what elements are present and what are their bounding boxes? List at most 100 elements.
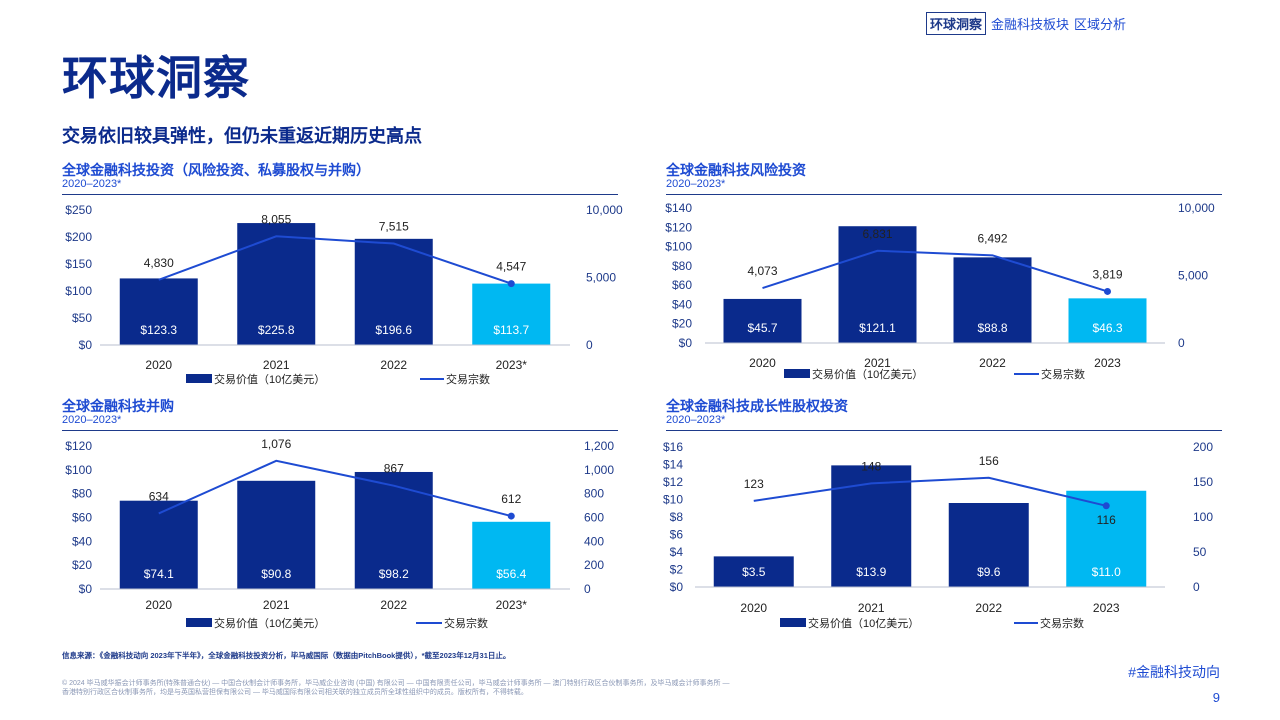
legend-bar-label: 交易价值（10亿美元） (812, 367, 923, 381)
chart-1-subtitle: 2020–2023* (62, 178, 122, 190)
left-tick-label: $200 (65, 230, 92, 244)
legend-bar-label: 交易价值（10亿美元） (214, 616, 325, 630)
deal-count-line (158, 459, 512, 518)
right-tick-label: 5,000 (586, 271, 616, 285)
left-tick-label: $50 (72, 311, 92, 325)
right-tick-label: 10,000 (586, 203, 623, 217)
right-tick-label: 100 (1193, 510, 1213, 524)
left-tick-label: $20 (72, 558, 92, 572)
category-label: 2021 (263, 598, 290, 612)
chart-3-title: 全球金融科技并购 (62, 398, 174, 414)
chart-3-rule (62, 430, 618, 431)
deal-count-label: 1,076 (261, 437, 291, 451)
category-label: 2020 (749, 356, 776, 370)
bar (354, 238, 433, 345)
chart-4-title: 全球金融科技成长性股权投资 (666, 398, 848, 414)
deal-count-label: 867 (384, 462, 404, 476)
bar-value-label: $74.1 (144, 567, 174, 581)
left-tick-label: $2 (670, 563, 684, 577)
left-tick-label: $100 (65, 463, 92, 477)
copyright-line-1: © 2024 毕马威华振会计师事务所(特殊普通合伙) — 中国合伙制会计师事务所… (62, 680, 730, 687)
bar (472, 283, 551, 345)
hashtag-link[interactable]: #金融科技动向 (1128, 664, 1220, 680)
deal-count-marker (1104, 287, 1111, 295)
bar-value-label: $225.8 (258, 323, 295, 337)
bar (948, 503, 1029, 587)
deal-count-marker (507, 280, 515, 288)
deal-count-label: 4,073 (747, 264, 777, 278)
deal-count-label: 6,831 (862, 227, 892, 241)
left-tick-label: $12 (663, 475, 683, 489)
bar-value-label: $113.7 (493, 323, 529, 337)
left-tick-label: $4 (670, 545, 684, 559)
legend-bar-swatch (780, 618, 806, 627)
left-tick-label: $6 (670, 528, 684, 542)
legend-line-label: 交易宗数 (444, 616, 488, 630)
right-tick-label: 1,000 (584, 463, 614, 477)
right-tick-label: 600 (584, 511, 604, 525)
left-tick-label: $100 (65, 284, 92, 298)
category-label: 2022 (380, 598, 407, 612)
bar (953, 257, 1032, 343)
deal-count-line (158, 235, 512, 285)
bar-value-label: $98.2 (379, 567, 409, 581)
source-note: 信息来源：《金融科技动向 2023年下半年》，全球金融科技投资分析，毕马威国际（… (62, 651, 511, 660)
deal-count-label: 612 (501, 492, 521, 506)
right-tick-label: 200 (584, 558, 604, 572)
deal-count-line (762, 249, 1108, 293)
legend-bar-swatch (186, 618, 212, 627)
right-tick-label: 400 (584, 534, 604, 548)
bar (713, 556, 794, 587)
bar-value-label: $46.3 (1092, 321, 1122, 335)
deal-count-label: 6,492 (977, 231, 1007, 245)
chart-4-growth-equity: $0 $2 $4 $6 $8 $10 $12 $14 $16 0 50 100 150 200 $3.5 20… (663, 440, 1213, 630)
legend-line-label: 交易宗数 (1040, 616, 1084, 630)
nav-item-fintech[interactable]: 金融科技板块 (991, 17, 1070, 32)
left-tick-label: $40 (672, 297, 692, 311)
nav-item-global-insight[interactable]: 环球洞察 (926, 12, 987, 35)
chart-2-subtitle: 2020–2023* (666, 178, 726, 190)
category-label: 2023* (496, 358, 528, 372)
legend-line-label: 交易宗数 (1041, 367, 1085, 381)
chart-4-rule (666, 430, 1222, 431)
chart-2-venture-capital: $0 $20 $40 $60 $80 $100 $120 $140 0 5,000 10,000 $4… (665, 201, 1215, 381)
category-label: 2023 (1093, 601, 1120, 615)
deal-count-label: 123 (744, 477, 764, 491)
deal-count-label: 3,819 (1092, 267, 1122, 281)
left-tick-label: $80 (72, 487, 92, 501)
left-tick-label: $8 (670, 510, 684, 524)
bar-value-label: $11.0 (1092, 565, 1121, 579)
bar (119, 278, 198, 345)
bar (723, 298, 802, 343)
deal-count-label: 8,055 (261, 212, 291, 226)
left-tick-label: $60 (72, 511, 92, 525)
category-label: 2023 (1094, 356, 1121, 370)
right-tick-label: 150 (1193, 475, 1213, 489)
chart-2-title: 全球金融科技风险投资 (666, 162, 806, 178)
bar-value-label: $196.6 (375, 323, 412, 337)
bar (119, 500, 198, 589)
page-subtitle: 交易依旧较具弹性，但仍未重返近期历史高点 (62, 126, 422, 146)
deal-count-label: 4,830 (144, 256, 174, 270)
deal-count-label: 116 (1097, 513, 1116, 527)
left-tick-label: $0 (79, 338, 93, 352)
category-label: 2022 (380, 358, 407, 372)
nav-item-region[interactable]: 区域分析 (1074, 17, 1127, 32)
category-label: 2020 (145, 598, 172, 612)
left-tick-label: $0 (670, 580, 684, 594)
bar (1068, 298, 1147, 343)
bar (237, 223, 316, 345)
legend-bar-label: 交易价值（10亿美元） (214, 372, 325, 386)
bar (838, 226, 917, 343)
right-tick-label: 0 (584, 582, 591, 596)
left-tick-label: $0 (79, 582, 93, 596)
left-tick-label: $120 (65, 439, 92, 453)
bar-value-label: $9.6 (977, 565, 1001, 579)
left-tick-label: $150 (65, 257, 92, 271)
chart-3-mna: $0 $20 $40 $60 $80 $100 $120 0 200 400 600 800 1,000… (65, 437, 614, 630)
category-label: 2020 (145, 358, 172, 372)
bar-value-label: $90.8 (261, 567, 291, 581)
bar (831, 465, 912, 587)
category-label: 2021 (858, 601, 885, 615)
bar (472, 521, 551, 589)
